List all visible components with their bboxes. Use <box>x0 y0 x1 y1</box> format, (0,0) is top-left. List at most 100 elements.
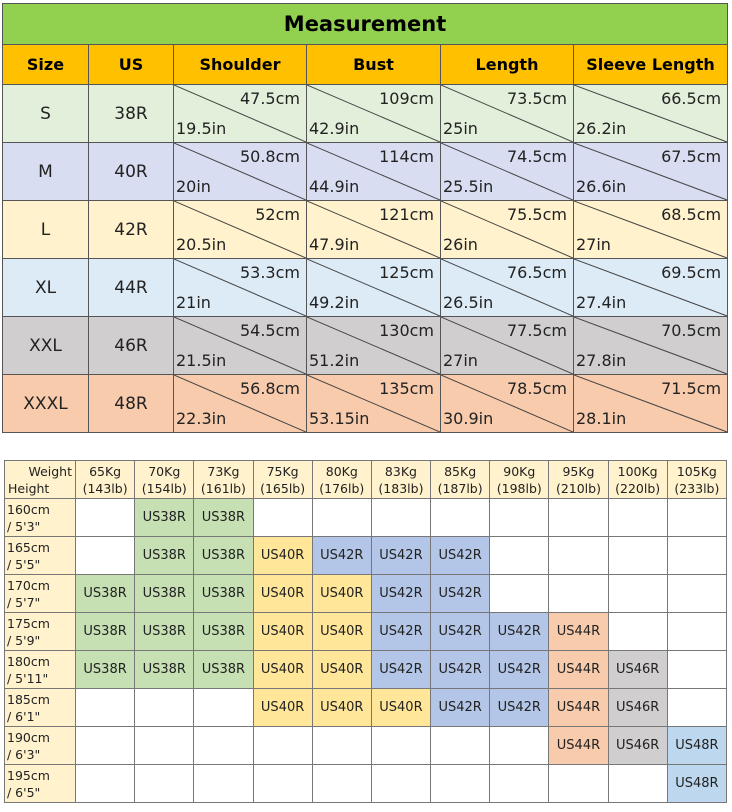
measurement-cell: 73.5cm 25in <box>440 84 574 143</box>
size-cell: US38R <box>193 574 254 613</box>
size-cell <box>430 726 491 765</box>
size-cell <box>607 764 668 803</box>
size-cell <box>193 726 254 765</box>
size-cell: XXL <box>2 316 89 375</box>
height-header: 190cm/ 6'3" <box>4 726 76 765</box>
size-cell: XXXL <box>2 374 89 433</box>
lb-label: (154lb) <box>141 480 187 496</box>
diagonal-divider <box>307 259 440 316</box>
size-cell <box>666 650 728 689</box>
size-cell: US46R <box>607 726 668 765</box>
cm-value: 76.5cm <box>506 263 567 282</box>
kg-label: 95Kg <box>562 463 595 479</box>
inch-value: 28.1in <box>576 409 627 428</box>
cm-value: 68.5cm <box>661 205 722 224</box>
size-cell <box>252 726 313 765</box>
size-cell <box>74 536 136 575</box>
table-row: XXL 46R 54.5cm 21.5in 130cm 51.2in 77.5cm 27in… <box>2 316 729 375</box>
height-header: 165cm/ 5'5" <box>4 536 76 575</box>
lb-label: (198lb) <box>496 480 542 496</box>
measurement-cell: 109cm 42.9in <box>306 84 441 143</box>
size-cell: US46R <box>607 688 668 727</box>
size-cell <box>430 498 491 537</box>
diagonal-divider <box>307 201 440 258</box>
kg-label: 85Kg <box>444 463 477 479</box>
table-row: 160cm/ 5'3" US38R US38R <box>4 498 728 537</box>
size-cell: US38R <box>193 612 254 651</box>
size-cell: US38R <box>193 536 254 575</box>
kg-label: 70Kg <box>148 463 181 479</box>
size-cell: US40R <box>311 612 372 651</box>
cm-value: 78.5cm <box>506 379 567 398</box>
lb-label: (187lb) <box>437 480 483 496</box>
cm-value: 130cm <box>379 321 434 340</box>
height-header: 175cm/ 5'9" <box>4 612 76 651</box>
size-cell: US38R <box>134 536 195 575</box>
measurement-cell: 67.5cm 26.6in <box>572 142 729 201</box>
weight-header: 80Kg (176lb) <box>311 460 372 499</box>
weight-header: 75Kg (165lb) <box>252 460 313 499</box>
lb-label: (161lb) <box>200 480 246 496</box>
size-cell <box>134 726 195 765</box>
diagonal-divider <box>574 201 727 258</box>
size-cell <box>193 764 254 803</box>
inch-value: 22.3in <box>176 409 227 428</box>
table-row: 195cm/ 6'5" US48R <box>4 764 728 803</box>
size-cell: US44R <box>548 726 609 765</box>
diagonal-divider <box>574 375 727 432</box>
table-row: 185cm/ 6'1" US40R US40R US40R US42R US42R US44… <box>4 688 728 727</box>
height-header: 180cm/ 5'11" <box>4 650 76 689</box>
cm-label: 160cm <box>7 501 50 517</box>
size-cell <box>370 764 432 803</box>
diagonal-divider <box>174 143 306 200</box>
cm-value: 125cm <box>379 263 434 282</box>
measurement-cell: 53.3cm 21in <box>173 258 307 317</box>
inch-value: 20in <box>176 177 211 196</box>
weight-header: 65Kg (143lb) <box>74 460 136 499</box>
diagonal-divider <box>307 143 440 200</box>
measurement-cell: 54.5cm 21.5in <box>173 316 307 375</box>
size-chart-table: Weight Height 65Kg (143lb) 70Kg (154lb) 73Kg (1… <box>4 460 728 803</box>
height-header: 160cm/ 5'3" <box>4 498 76 537</box>
kg-label: 65Kg <box>89 463 122 479</box>
kg-label: 100Kg <box>617 463 658 479</box>
kg-label: 75Kg <box>266 463 299 479</box>
size-cell: US42R <box>430 536 491 575</box>
size-cell <box>666 498 728 537</box>
measurement-cell: 70.5cm 27.8in <box>572 316 729 375</box>
cm-label: 185cm <box>7 691 50 707</box>
column-header: Length <box>440 44 574 85</box>
size-cell <box>666 574 728 613</box>
cm-value: 66.5cm <box>661 89 722 108</box>
size-cell <box>193 688 254 727</box>
inch-value: 25.5in <box>443 177 494 196</box>
ft-label: / 5'11" <box>7 670 49 686</box>
cm-value: 53.3cm <box>239 263 300 282</box>
size-cell: US40R <box>252 688 313 727</box>
kg-label: 80Kg <box>325 463 358 479</box>
size-cell: US42R <box>370 650 432 689</box>
cm-value: 47.5cm <box>239 89 300 108</box>
cm-value: 135cm <box>379 379 434 398</box>
diagonal-divider <box>174 85 306 142</box>
size-cell <box>666 612 728 651</box>
size-cell: L <box>2 200 89 259</box>
inch-value: 27.8in <box>576 351 627 370</box>
cm-value: 52cm <box>255 205 300 224</box>
kg-label: 90Kg <box>503 463 536 479</box>
size-cell: US46R <box>607 650 668 689</box>
table-row: 180cm/ 5'11" US38R US38R US38R US40R US40R US4… <box>4 650 728 689</box>
size-cell <box>74 688 136 727</box>
size-cell <box>252 498 313 537</box>
size-cell: US38R <box>134 574 195 613</box>
column-header: Sleeve Length <box>572 44 729 85</box>
inch-value: 25in <box>443 119 478 138</box>
cm-label: 180cm <box>7 653 50 669</box>
inch-value: 27.4in <box>576 293 627 312</box>
diagonal-divider <box>174 375 306 432</box>
size-cell: S <box>2 84 89 143</box>
measurement-cell: 69.5cm 27.4in <box>572 258 729 317</box>
cm-label: 170cm <box>7 577 50 593</box>
size-cell <box>489 726 550 765</box>
size-cell <box>548 498 609 537</box>
